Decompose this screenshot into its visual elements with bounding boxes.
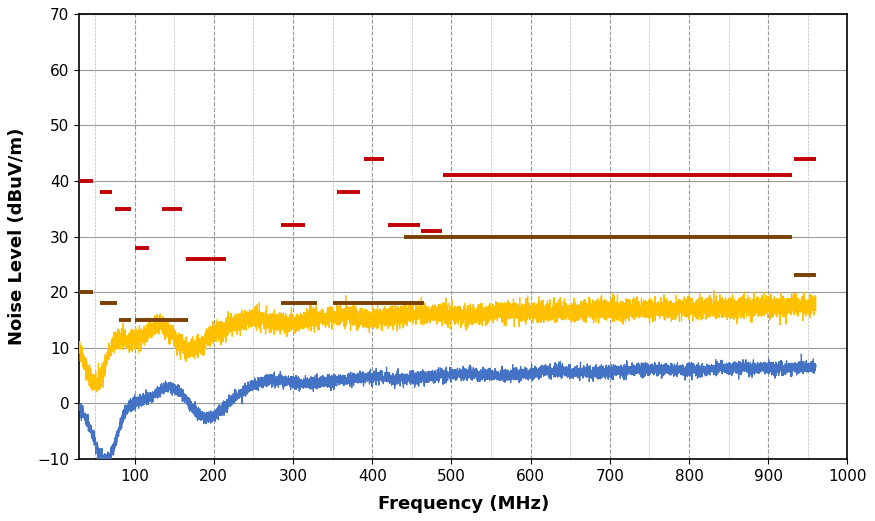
Y-axis label: Noise Level (dBuV/m): Noise Level (dBuV/m) [9,128,26,345]
X-axis label: Frequency (MHz): Frequency (MHz) [378,494,549,513]
